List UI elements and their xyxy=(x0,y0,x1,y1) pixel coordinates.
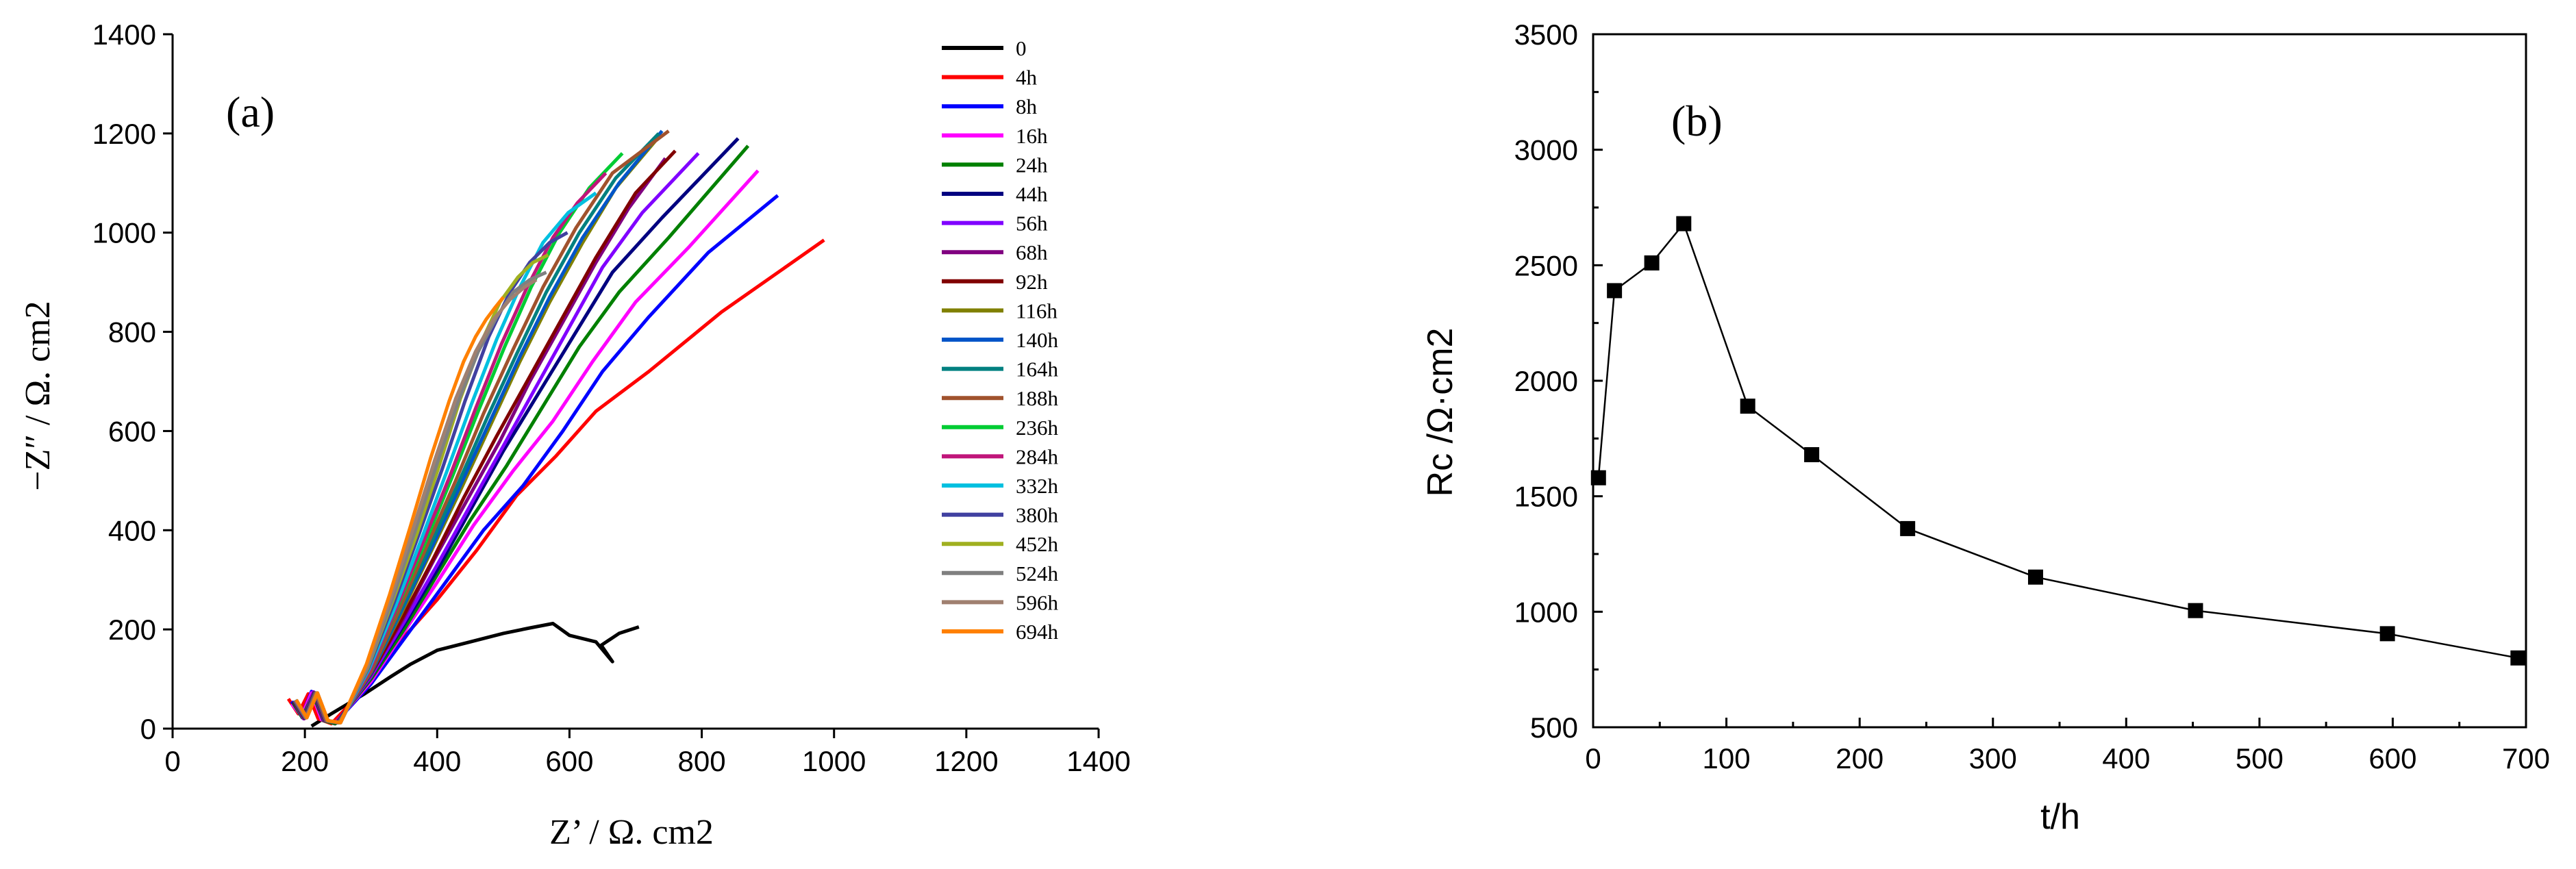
chart-a-y-tick-label: 1000 xyxy=(92,217,156,249)
chart-a-y-tick-label: 1400 xyxy=(92,18,156,51)
chart-a-legend-label-694h: 694h xyxy=(1016,620,1059,644)
chart-a-legend-label-92h: 92h xyxy=(1016,270,1048,294)
chart-a-legend-label-0: 0 xyxy=(1016,36,1027,60)
chart-b-y-tick-label: 2500 xyxy=(1514,249,1578,281)
chart-a-legend-label-116h: 116h xyxy=(1016,299,1058,323)
chart-a-legend-label-332h: 332h xyxy=(1016,474,1059,498)
chart-b-series-layer xyxy=(1590,216,2526,666)
chart-a-legend-label-140h: 140h xyxy=(1016,328,1059,352)
chart-a-series-layer xyxy=(286,129,825,728)
chart-a-y-tick-label: 800 xyxy=(108,316,156,349)
chart-b-data-point xyxy=(1590,470,1606,486)
chart-a-legend-label-68h: 68h xyxy=(1016,240,1048,264)
chart-a-y-tick-label: 600 xyxy=(108,415,156,447)
chart-b-y-tick-label: 3500 xyxy=(1514,18,1578,51)
chart-b-y-tick-label: 1000 xyxy=(1514,596,1578,628)
chart-b-y-tick-label: 2000 xyxy=(1514,365,1578,397)
chart-a-legend-label-164h: 164h xyxy=(1016,357,1059,381)
chart-a-x-tick-label: 1200 xyxy=(934,745,998,777)
chart-a-legend-label-56h: 56h xyxy=(1016,212,1048,236)
chart-a-x-tick-label: 0 xyxy=(164,745,180,777)
chart-a-x-tick-label: 200 xyxy=(281,745,329,777)
chart-b-data-point xyxy=(2027,569,2043,585)
chart-a-x-axis-title: Z’ / Ω. cm2 xyxy=(549,813,714,852)
chart-b-data-point xyxy=(1607,283,1623,299)
chart-a-legend-label-596h: 596h xyxy=(1016,590,1059,614)
chart-b-data-point xyxy=(1676,216,1692,231)
chart-a-legend: 0 4h 8h 16h 24h 44h 56h 68h 92h 116h 140h 164h 188h 2… xyxy=(942,36,1059,644)
chart-a-legend-label-524h: 524h xyxy=(1016,562,1059,585)
chart-b-x-tick-label: 600 xyxy=(2368,742,2416,774)
chart-b-data-point xyxy=(2379,626,2395,642)
chart-b: 0 100 200 300 400 500 600 700 500 1000 1500 2000 250… xyxy=(1421,18,2550,837)
chart-a-y-tick-label: 0 xyxy=(140,713,156,745)
chart-a-x-tick-label: 1400 xyxy=(1066,745,1130,777)
chart-a-series-line-24h xyxy=(291,144,750,726)
chart-a-ticks: 0 200 400 600 800 1000 1200 1400 0 200 400 600 800 10… xyxy=(92,18,1131,777)
chart-a-legend-label-236h: 236h xyxy=(1016,416,1059,440)
chart-b-y-axis-title: Rc /Ω·cm2 xyxy=(1421,328,1460,497)
chart-b-x-tick-label: 700 xyxy=(2502,742,2550,774)
chart-b-x-tick-label: 300 xyxy=(1969,742,2017,774)
chart-b-x-tick-label: 0 xyxy=(1585,742,1601,774)
chart-a-y-tick-label: 1200 xyxy=(92,118,156,150)
chart-a-series-line-694h xyxy=(295,296,505,725)
chart-b-data-point xyxy=(1900,520,1916,536)
chart-a-legend-label-380h: 380h xyxy=(1016,503,1059,527)
chart-a-legend-label-284h: 284h xyxy=(1016,444,1059,468)
chart-b-x-tick-label: 200 xyxy=(1836,742,1884,774)
chart-b-ticks: 0 100 200 300 400 500 600 700 500 1000 1500 2000 250… xyxy=(1514,18,2550,774)
chart-a-series-line-4h xyxy=(286,238,825,726)
chart-b-data-point xyxy=(1740,399,1755,414)
chart-a-legend-label-452h: 452h xyxy=(1016,532,1059,556)
chart-a-series-line-16h xyxy=(290,169,760,726)
chart-a-legend-label-4h: 4h xyxy=(1016,66,1038,90)
chart-b-data-point xyxy=(2188,603,2203,618)
chart-b-plot-frame xyxy=(1592,33,2527,729)
chart-b-x-tick-label: 500 xyxy=(2236,742,2284,774)
chart-a-x-tick-label: 1000 xyxy=(802,745,866,777)
chart-a-legend-label-8h: 8h xyxy=(1016,95,1038,118)
chart-b-data-point xyxy=(1644,255,1660,270)
chart-a-axes xyxy=(171,34,1099,730)
chart-b-data-point xyxy=(2510,650,2526,666)
chart-a-x-tick-label: 400 xyxy=(413,745,461,777)
chart-a-legend-label-188h: 188h xyxy=(1016,386,1059,410)
chart-a-legend-label-16h: 16h xyxy=(1016,124,1048,148)
chart-b-y-tick-label: 1500 xyxy=(1514,481,1578,513)
chart-a-y-tick-label: 400 xyxy=(108,514,156,546)
chart-b-x-tick-label: 100 xyxy=(1703,742,1751,774)
chart-b-y-tick-label: 500 xyxy=(1530,711,1578,744)
chart-a-legend-label-44h: 44h xyxy=(1016,182,1048,206)
chart-b-panel-label: (b) xyxy=(1671,97,1723,145)
chart-a-series-line-44h xyxy=(291,137,740,725)
chart-a-x-tick-label: 800 xyxy=(678,745,726,777)
chart-b-x-tick-label: 400 xyxy=(2102,742,2150,774)
chart-a-y-tick-label: 200 xyxy=(108,614,156,646)
chart-b-series-line xyxy=(1597,222,2518,659)
chart-a-series-line-0 xyxy=(310,622,640,728)
chart-a-legend-label-24h: 24h xyxy=(1016,153,1048,177)
chart-b-x-axis-title: t/h xyxy=(2040,797,2080,837)
chart-b-y-tick-label: 3000 xyxy=(1514,134,1578,166)
chart-b-axes xyxy=(1592,33,2527,729)
chart-a-y-axis-title: −Z″ / Ω. cm2 xyxy=(18,301,58,490)
chart-b-data-point xyxy=(1804,446,1820,462)
chart-a: 0 4h 8h 16h 24h 44h 56h 68h 92h 116h 140h 164h 188h 2… xyxy=(18,18,1131,852)
chart-a-panel-label: (a) xyxy=(226,88,275,136)
chart-a-x-tick-label: 600 xyxy=(545,745,593,777)
